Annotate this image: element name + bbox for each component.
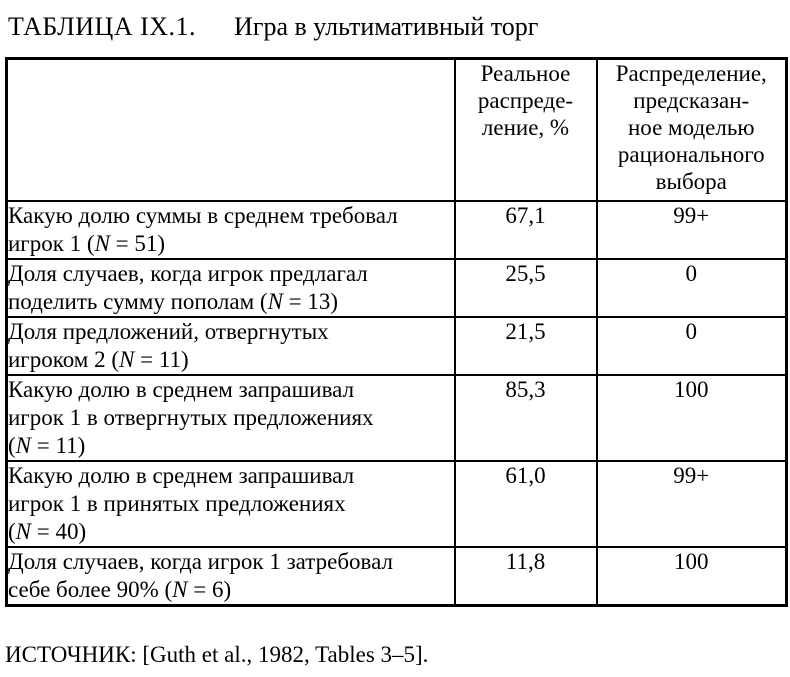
header-row: Реальное распреде- ление, % Распределени… [5,57,788,202]
ultimatum-game-table: Реальное распреде- ление, % Распределени… [5,57,788,607]
table-row: Какую долю в среднем запрашивал игрок 1 … [5,374,788,462]
header-col-real: Реальное распреде- ление, % [453,57,598,202]
real-value-cell: 21,5 [453,316,598,376]
real-value-cell: 61,0 [453,460,598,548]
table-number: ТАБЛИЦА IX.1. [8,12,197,41]
real-value-cell: 25,5 [453,258,598,318]
predicted-value-cell: 99+ [595,200,788,260]
row-label-line: игрок 1 в отвергнутых предложениях [8,405,374,430]
table-row: Какую долю суммы в среднем требовал игро… [5,200,788,260]
real-value-cell: 11,8 [453,546,598,607]
table-row: Доля случаев, когда игрок 1 затребовал с… [5,546,788,607]
row-label-cell: Доля случаев, когда игрок 1 затребовал с… [5,546,456,607]
table-row: Доля предложений, отвергнутых игроком 2 … [5,316,788,376]
real-value-cell: 85,3 [453,374,598,462]
predicted-value-cell: 99+ [595,460,788,548]
predicted-value-cell: 100 [595,374,788,462]
real-value-cell: 67,1 [453,200,598,260]
n-variable: N [119,347,135,372]
row-label-line: игрок 1 (N = 51) [8,231,166,256]
n-variable: N [267,289,283,314]
row-label-cell: Какую долю суммы в среднем требовал игро… [5,200,456,260]
predicted-value-cell: 0 [595,258,788,318]
table-row: Доля случаев, когда игрок предлагал поде… [5,258,788,318]
row-label-line: (N = 40) [8,519,87,544]
table-caption: ТАБЛИЦА IX.1. Игра в ультимативный торг [8,12,538,42]
header-line: Реальное [480,61,571,86]
row-label-line: Какую долю в среднем запрашивал [8,377,355,402]
header-line: Распределение, [615,61,767,86]
header-empty-cell [5,57,456,202]
row-label-line: Доля случаев, когда игрок 1 затребовал [8,549,393,574]
row-label-line: игрок 1 в принятых предложениях [8,491,346,516]
header-line: ное моделью [628,115,755,140]
header-line: рационального [617,142,765,167]
n-variable: N [94,231,110,256]
row-label-line: Доля случаев, когда игрок предлагал [8,261,368,286]
source-note: ИСТОЧНИК: [Guth et al., 1982, Tables 3–5… [5,642,429,667]
header-line: распреде- [477,88,574,113]
row-label-line: (N = 11) [8,433,86,458]
n-variable: N [172,577,188,602]
row-label-cell: Какую долю в среднем запрашивал игрок 1 … [5,374,456,462]
row-label-line: Какую долю суммы в среднем требовал [8,203,398,228]
header-line: ление, % [481,115,570,140]
page-title: Игра в ультимативный торг [234,12,539,41]
row-label-line: Доля предложений, отвергнутых [8,319,329,344]
predicted-value-cell: 0 [595,316,788,376]
row-label-cell: Какую долю в среднем запрашивал игрок 1 … [5,460,456,548]
row-label-line: игроком 2 (N = 11) [8,347,189,372]
n-variable: N [15,433,32,458]
table-row: Какую долю в среднем запрашивал игрок 1 … [5,460,788,548]
n-variable: N [15,519,32,544]
row-label-line: Какую долю в среднем запрашивал [8,463,355,488]
header-line: выбора [655,169,727,194]
header-line: предсказан- [633,88,750,113]
row-label-line: поделить сумму пополам (N = 13) [8,289,339,314]
row-label-cell: Доля предложений, отвергнутых игроком 2 … [5,316,456,376]
row-label-cell: Доля случаев, когда игрок предлагал поде… [5,258,456,318]
row-label-line: себе более 90% (N = 6) [8,577,232,602]
header-col-predicted: Распределение, предсказан- ное моделью р… [595,57,788,202]
predicted-value-cell: 100 [595,546,788,607]
